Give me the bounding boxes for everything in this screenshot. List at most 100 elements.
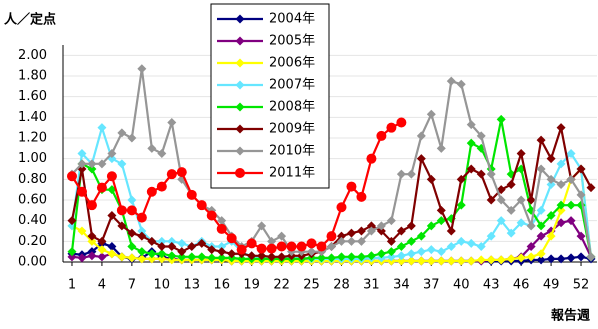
marker [235,36,245,46]
marker [276,241,287,252]
marker [416,231,426,241]
marker [277,252,287,262]
marker [96,182,107,193]
marker [506,180,516,189]
legend-label: 2007年 [269,78,315,93]
marker [446,226,456,236]
legend: 2004年 2005年 2006年 2007年 2008年 2009年 2010年 2011年 [210,3,330,189]
marker [506,205,516,215]
marker [386,122,397,133]
marker [127,228,137,238]
marker [117,221,127,231]
marker [167,236,177,246]
marker [356,236,366,246]
marker [196,200,207,211]
marker [217,253,227,263]
marker [486,231,496,241]
marker [396,242,406,251]
y-tick-label: 1.40 [18,110,47,125]
marker [157,242,167,251]
marker [77,226,87,236]
marker [67,247,77,257]
marker [356,252,366,262]
marker [556,180,566,189]
legend-label: 2009年 [269,122,315,137]
x-tick-label: 4 [98,278,106,293]
x-tick-label: 46 [513,278,530,293]
marker [436,143,446,153]
marker [317,253,327,263]
y-tick-label: 0.40 [18,213,47,228]
marker [177,247,187,257]
marker [316,241,327,252]
marker [446,76,456,86]
marker [466,120,476,130]
marker [366,251,376,261]
marker [396,226,406,236]
marker [406,169,416,179]
marker [556,254,566,264]
y-tick-label: 0.20 [18,234,47,249]
marker [406,256,416,266]
marker [97,159,107,169]
marker [146,186,157,197]
y-tick-label: 1.20 [18,131,47,146]
marker [476,255,486,265]
legend-label: 2010年 [269,144,315,159]
marker [66,171,77,182]
x-tick-label: 34 [393,278,410,293]
marker [257,221,267,231]
marker [506,254,516,264]
marker [97,123,107,133]
marker [127,253,137,263]
marker [286,241,297,252]
marker [117,159,127,169]
marker [576,164,586,174]
marker [235,102,245,112]
marker [516,253,526,263]
y-tick-label: 0.00 [18,255,47,270]
marker [466,256,476,266]
marker [526,195,536,205]
marker [406,221,416,231]
marker [136,212,147,223]
marker [546,154,556,164]
marker [436,256,446,266]
x-tick-label: 19 [243,278,260,293]
marker [376,226,386,236]
marker [476,131,486,141]
marker [376,130,387,141]
y-tick-label: 0.60 [18,193,47,208]
marker [235,80,245,90]
marker [536,205,546,215]
marker [486,195,496,205]
marker [436,205,446,215]
x-tick-label: 1 [68,278,76,293]
marker [235,58,245,68]
x-tick-label: 7 [128,278,136,293]
marker [396,117,407,128]
marker [176,167,187,178]
marker [226,233,237,244]
marker [396,256,406,266]
legend-label: 2006年 [269,56,315,71]
marker [197,252,207,262]
marker [87,231,97,241]
marker [206,210,217,221]
marker [426,109,436,119]
marker [116,205,127,216]
marker [426,174,436,184]
marker [506,228,516,238]
marker [107,242,117,251]
marker [396,251,406,261]
marker [336,231,346,241]
marker [86,200,97,211]
marker [77,149,87,158]
marker [456,200,466,210]
marker [426,256,436,266]
marker [416,256,426,266]
y-axis-label: 人／定点 [4,12,56,28]
x-tick-label: 25 [303,278,320,293]
marker [147,249,157,259]
